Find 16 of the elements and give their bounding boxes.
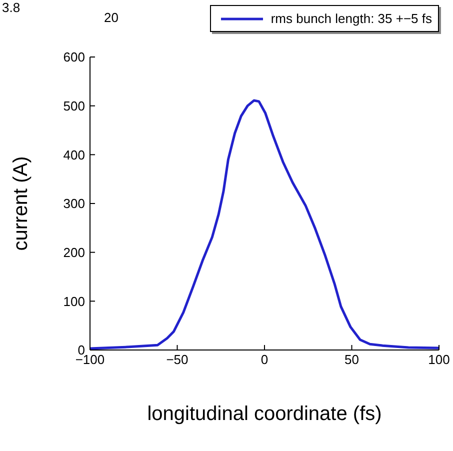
y-tick-label: 200	[63, 244, 85, 260]
legend-label: rms bunch length: 35 +−5 fs	[270, 11, 432, 26]
y-tick-label: 300	[63, 196, 85, 212]
x-tick-label: 100	[428, 352, 450, 368]
text: 3.8	[2, 0, 20, 15]
y-axis-title: current (A)	[10, 156, 32, 251]
x-axis-title: longitudinal coordinate (fs)	[147, 403, 382, 425]
text: 20	[104, 10, 118, 25]
x-tick-label: −50	[166, 352, 188, 368]
x-tick-label: 50	[344, 352, 359, 368]
y-tick-label: 600	[63, 50, 85, 65]
y-tick-label: 100	[63, 294, 85, 309]
y-tick-label: 0	[78, 342, 85, 358]
y-tick-label: 400	[63, 147, 85, 162]
y-tick-label: 500	[63, 98, 85, 114]
x-tick-label: 0	[260, 352, 268, 368]
